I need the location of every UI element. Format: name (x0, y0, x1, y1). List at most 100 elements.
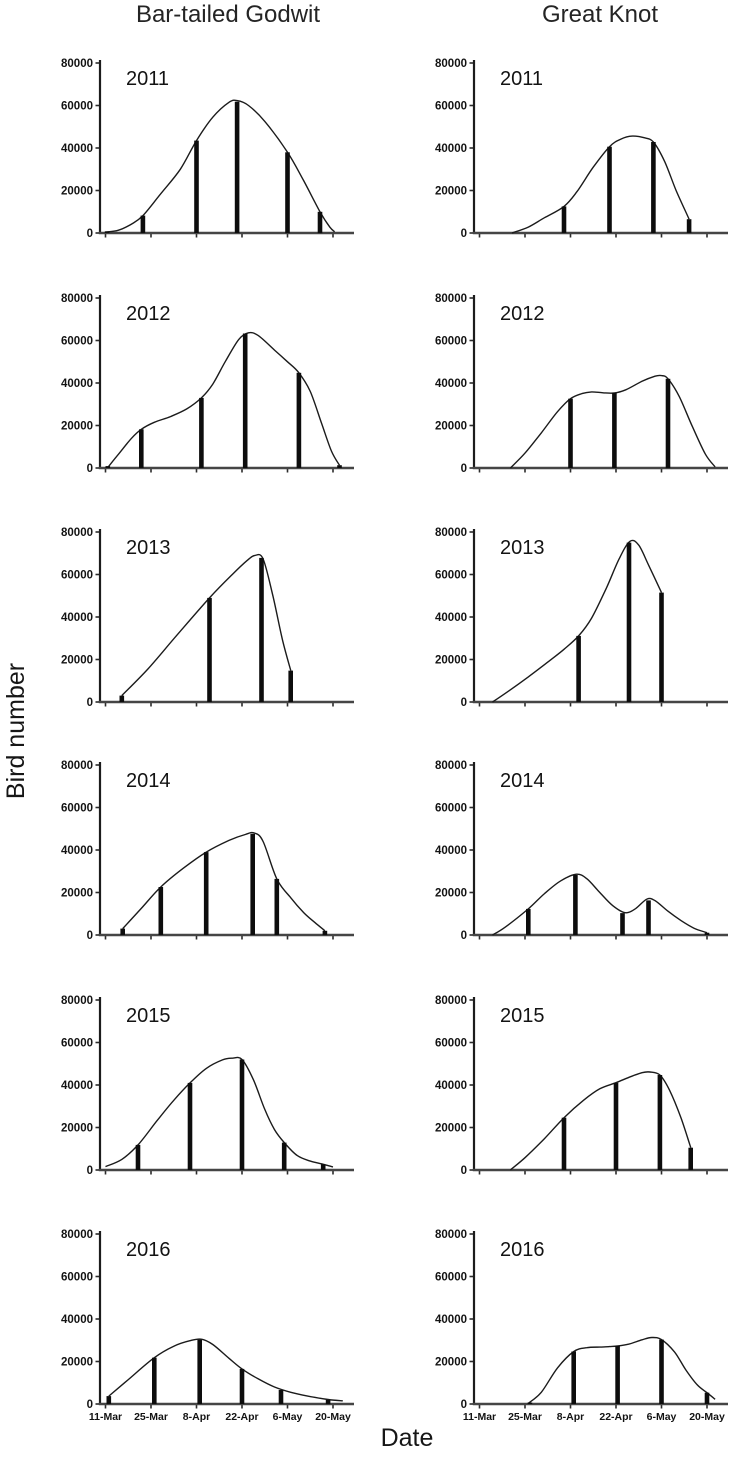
y-tick-label: 40000 (435, 1314, 467, 1326)
y-tick-label: 20000 (61, 888, 93, 900)
y-tick-label: 0 (461, 1399, 467, 1411)
chart-canvas: 0 20000 40000 60000 80000 11-Mar 25-Mar 8-Apr 22… (435, 1229, 728, 1423)
chart-canvas: 0 20000 40000 60000 80000 2013 (435, 527, 728, 709)
x-tick-label: 25-Mar (508, 1411, 542, 1423)
survey-bar (140, 215, 146, 233)
survey-bar (239, 1059, 245, 1170)
y-tick-label: 80000 (435, 1229, 467, 1241)
y-tick-label: 40000 (61, 1314, 93, 1326)
x-tick-label: 22-Apr (599, 1411, 632, 1423)
survey-bar (278, 1390, 284, 1404)
survey-bar (686, 219, 692, 233)
y-tick-label: 20000 (435, 1123, 467, 1135)
survey-bar (259, 557, 264, 702)
survey-bar (296, 372, 302, 468)
survey-bar (250, 833, 255, 935)
column-title-great-knot: Great Knot (541, 1, 659, 28)
y-tick-label: 80000 (435, 527, 467, 539)
survey-bar (194, 140, 199, 233)
y-tick-label: 0 (87, 1165, 93, 1177)
x-tick-label: 6-May (273, 1411, 303, 1423)
y-tick-label: 80000 (61, 527, 93, 539)
x-tick-label: 8-Apr (557, 1411, 584, 1423)
survey-bar (615, 1346, 620, 1404)
chart-panel-bar-tailed-godwit-2014: 0 20000 40000 60000 80000 2014 (56, 745, 356, 985)
y-tick-label: 60000 (61, 336, 93, 348)
survey-bar (207, 597, 212, 702)
survey-bar (325, 1399, 331, 1405)
year-label: 2012 (126, 303, 171, 325)
survey-bar (234, 101, 240, 233)
survey-bar (187, 1082, 193, 1170)
y-tick-label: 40000 (435, 378, 467, 390)
year-label: 2015 (126, 1005, 171, 1027)
y-tick-label: 40000 (61, 845, 93, 857)
year-label: 2014 (500, 770, 545, 792)
survey-bar (199, 397, 204, 468)
y-tick-label: 40000 (61, 143, 93, 155)
survey-curve (105, 99, 336, 233)
survey-bar (242, 333, 248, 468)
survey-bar (626, 542, 632, 702)
y-tick-label: 80000 (61, 760, 93, 772)
y-tick-label: 40000 (61, 378, 93, 390)
y-tick-label: 80000 (61, 995, 93, 1007)
chart-canvas: 0 20000 40000 60000 80000 2012 (435, 293, 728, 475)
y-tick-label: 0 (461, 930, 467, 942)
y-tick-label: 0 (87, 228, 93, 240)
y-tick-label: 20000 (61, 186, 93, 198)
y-tick-label: 40000 (61, 612, 93, 624)
chart-canvas: 0 20000 40000 60000 80000 11-Mar 25-Mar 8-Apr 22… (61, 1229, 354, 1423)
y-tick-label: 20000 (435, 888, 467, 900)
survey-bar (561, 206, 567, 233)
survey-bar (607, 146, 612, 233)
y-tick-label: 80000 (61, 293, 93, 305)
survey-bar (197, 1339, 202, 1404)
y-tick-label: 80000 (435, 995, 467, 1007)
y-tick-label: 80000 (435, 58, 467, 70)
year-label: 2012 (500, 303, 545, 325)
y-tick-label: 20000 (61, 655, 93, 667)
y-tick-label: 20000 (61, 1357, 93, 1369)
x-tick-label: 8-Apr (183, 1411, 210, 1423)
survey-curve (121, 553, 292, 697)
survey-bar (337, 465, 342, 468)
survey-bar (322, 930, 328, 936)
x-tick-label: 22-Apr (225, 1411, 258, 1423)
survey-bar (659, 592, 664, 702)
year-label: 2015 (500, 1005, 545, 1027)
y-tick-label: 60000 (435, 336, 467, 348)
survey-curve (108, 1338, 343, 1402)
chart-panel-bar-tailed-godwit-2015: 0 20000 40000 60000 80000 2015 (56, 980, 356, 1220)
survey-bar (120, 928, 125, 935)
y-tick-label: 60000 (61, 101, 93, 113)
year-label: 2011 (500, 68, 543, 90)
y-tick-label: 60000 (435, 570, 467, 582)
survey-bar (239, 1368, 245, 1404)
survey-bar (704, 932, 710, 935)
y-tick-label: 0 (461, 697, 467, 709)
survey-bar (320, 1164, 326, 1170)
chart-canvas: 0 20000 40000 60000 80000 2015 (435, 995, 728, 1177)
y-tick-label: 80000 (61, 58, 93, 70)
y-tick-label: 20000 (435, 655, 467, 667)
survey-bar (106, 1396, 112, 1404)
x-tick-label: 25-Mar (134, 1411, 168, 1423)
survey-curve (527, 1336, 716, 1404)
y-tick-label: 60000 (61, 570, 93, 582)
survey-bar (105, 466, 111, 468)
y-tick-label: 40000 (61, 1080, 93, 1092)
y-tick-label: 60000 (61, 1038, 93, 1050)
x-tick-label: 11-Mar (463, 1411, 496, 1423)
chart-panel-bar-tailed-godwit-2013: 0 20000 40000 60000 80000 2013 (56, 512, 356, 752)
y-tick-label: 0 (461, 463, 467, 475)
survey-bar (139, 429, 144, 468)
y-tick-label: 20000 (435, 421, 467, 433)
survey-bar (659, 1339, 664, 1404)
chart-panel-great-knot-2013: 0 20000 40000 60000 80000 2013 (430, 512, 730, 752)
survey-bar (281, 1142, 287, 1170)
year-label: 2016 (126, 1239, 171, 1261)
y-tick-label: 80000 (435, 760, 467, 772)
survey-bar (646, 900, 651, 935)
